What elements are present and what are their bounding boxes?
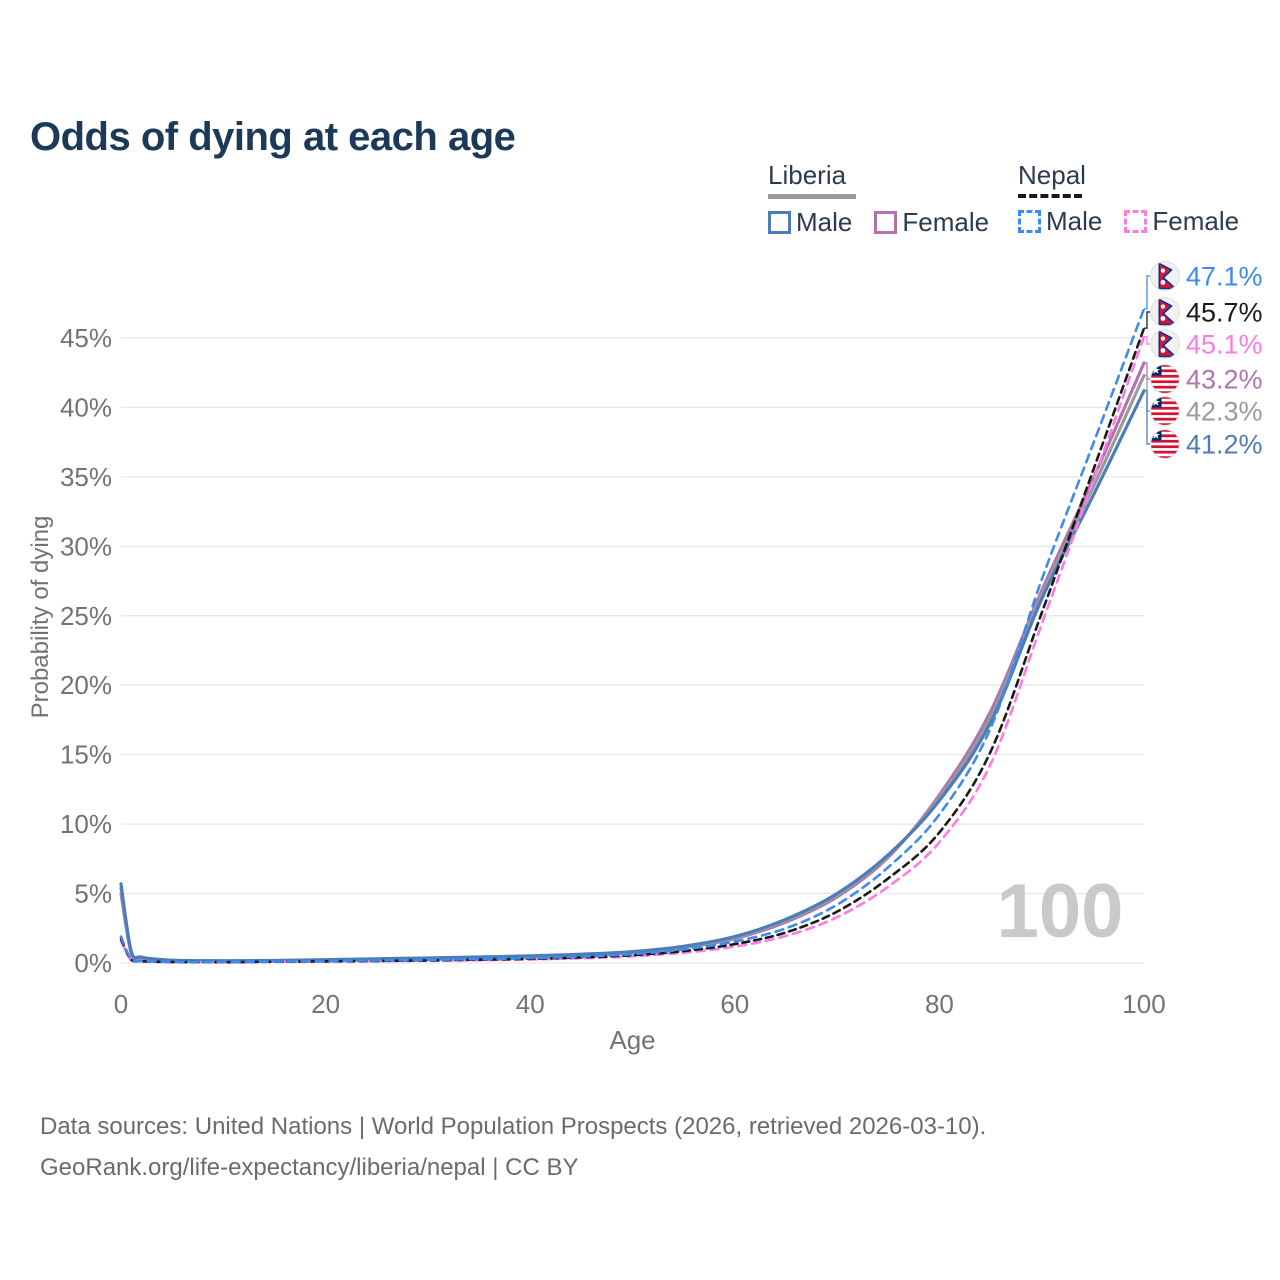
x-tick-label: 20: [311, 989, 340, 1019]
y-tick-label: 25%: [60, 601, 112, 631]
end-value-label-nepal-both: 45.7%: [1186, 298, 1263, 328]
legend-row-liberia: Male Female: [768, 207, 989, 238]
end-value-label-liberia-both: 42.3%: [1186, 397, 1263, 427]
legend-label-nepal-male: Male: [1046, 206, 1103, 236]
legend-group-liberia: Liberia Male Female: [768, 160, 989, 238]
nepal-male-swatch-icon: [1018, 210, 1041, 233]
legend-item-nepal-male[interactable]: Male: [1018, 206, 1102, 237]
y-tick-label: 10%: [60, 809, 112, 839]
legend-group-nepal: Nepal Male Female: [1018, 160, 1239, 237]
series-lines: [119, 307, 1146, 964]
gridlines: [121, 337, 1144, 964]
end-value-label-liberia-male: 41.2%: [1186, 430, 1263, 460]
legend-item-nepal-female[interactable]: Female: [1124, 206, 1239, 237]
legend-item-liberia-female[interactable]: Female: [874, 207, 989, 238]
liberia-flag-icon: [1150, 396, 1180, 426]
x-tick-label: 60: [720, 989, 749, 1019]
nepal-flag-icon: [1150, 261, 1180, 291]
footer-citation-link: GeoRank.org/life-expectancy/liberia/nepa…: [40, 1154, 579, 1181]
series-line-nepal-both: [119, 326, 1146, 964]
liberia-female-swatch-icon: [874, 211, 898, 234]
series-end-labels: 43.2%42.3%41.2% 45.1%45.7% 47.1%: [1144, 261, 1263, 460]
legend-country-liberia: Liberia: [768, 160, 847, 190]
x-tick-label: 0: [114, 989, 128, 1019]
x-tick-label: 40: [516, 989, 545, 1019]
series-line-liberia-female: [119, 361, 1146, 963]
end-label-connector: [1144, 335, 1150, 345]
legend-label-nepal-female: Female: [1152, 206, 1240, 236]
legend-label-liberia-male: Male: [796, 207, 853, 237]
legend-item-liberia-male[interactable]: Male: [768, 207, 852, 238]
end-label-connector: [1144, 362, 1150, 380]
nepal-flag-icon: [1150, 297, 1180, 327]
series-line-nepal-female: [119, 335, 1146, 964]
y-tick-label: 35%: [60, 462, 112, 492]
y-tick-label: 15%: [60, 740, 112, 770]
nepal-flag-icon: [1150, 329, 1180, 359]
end-label-connector: [1144, 390, 1150, 445]
footer-note: Data sources: United Nations | World Pop…: [40, 1106, 986, 1188]
end-value-label-nepal-female: 45.1%: [1186, 330, 1263, 360]
liberia-flag-icon: [1150, 364, 1180, 394]
end-value-label-liberia-female: 43.2%: [1186, 365, 1263, 395]
x-axis-title: Age: [609, 1025, 655, 1055]
legend-line-sample-liberia: [768, 194, 856, 199]
y-tick-label: 30%: [60, 531, 112, 561]
x-tick-label: 100: [1122, 989, 1165, 1019]
y-tick-label: 0%: [74, 948, 112, 978]
series-line-liberia-both: [119, 373, 1146, 963]
liberia-flag-icon: [1150, 429, 1180, 459]
end-label-connector: [1144, 275, 1150, 310]
legend-country-nepal: Nepal: [1018, 160, 1086, 190]
age-counter-watermark: 100: [996, 869, 1124, 954]
legend-row-nepal: Male Female: [1018, 206, 1239, 237]
y-tick-label: 20%: [60, 670, 112, 700]
y-tick-label: 45%: [60, 323, 112, 353]
series-line-nepal-male: [119, 307, 1146, 964]
page-title: Odds of dying at each age: [30, 114, 516, 159]
liberia-male-swatch-icon: [768, 211, 791, 234]
legend-label-liberia-female: Female: [902, 207, 990, 237]
nepal-female-swatch-icon: [1124, 210, 1148, 233]
x-tick-label: 80: [925, 989, 954, 1019]
axis-labels: 0% 5% 10% 15% 20% 25% 30% 35% 40% 45% 0 20 40 60 80 100…: [27, 323, 1166, 1055]
y-tick-label: 40%: [60, 392, 112, 422]
y-axis-title: Probability of dying: [27, 516, 54, 719]
legend-line-sample-nepal: [1018, 194, 1082, 198]
footer-data-sources: Data sources: United Nations | World Pop…: [40, 1113, 987, 1140]
end-value-label-nepal-male: 47.1%: [1186, 262, 1263, 292]
end-label-connector: [1144, 311, 1150, 329]
y-tick-label: 5%: [74, 879, 112, 909]
